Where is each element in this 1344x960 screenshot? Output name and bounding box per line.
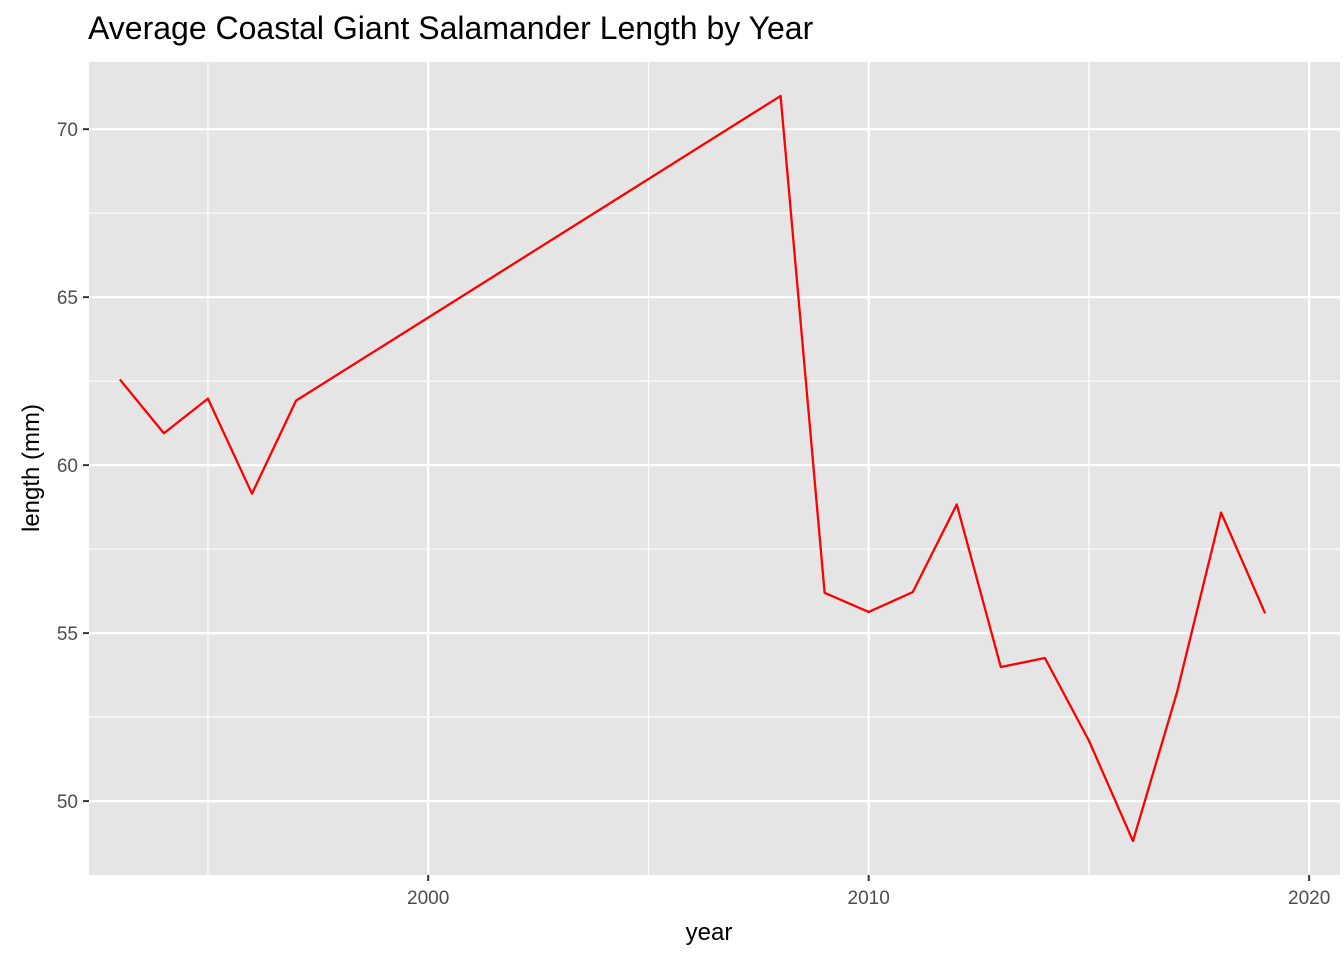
- y-tick-label: 60: [57, 456, 78, 477]
- chart-title: Average Coastal Giant Salamander Length …: [88, 10, 814, 46]
- x-tick-label: 2000: [407, 888, 449, 909]
- x-tick-label: 2020: [1288, 888, 1330, 909]
- y-tick-label: 65: [57, 288, 78, 309]
- y-tick-label: 70: [57, 120, 78, 141]
- y-tick-label: 55: [57, 624, 78, 645]
- axis-ticks: 2000 2010 2020 50 55 60 65 70: [57, 120, 1330, 909]
- series-line: [118, 94, 1267, 843]
- plot-panel: [89, 62, 1340, 875]
- x-tick-label: 2010: [848, 888, 890, 909]
- x-axis-title: year: [686, 919, 733, 946]
- series-layer: [118, 94, 1267, 843]
- y-axis-title: length (mm): [18, 404, 45, 532]
- y-tick-label: 50: [57, 792, 78, 813]
- grid-lines: [89, 62, 1340, 875]
